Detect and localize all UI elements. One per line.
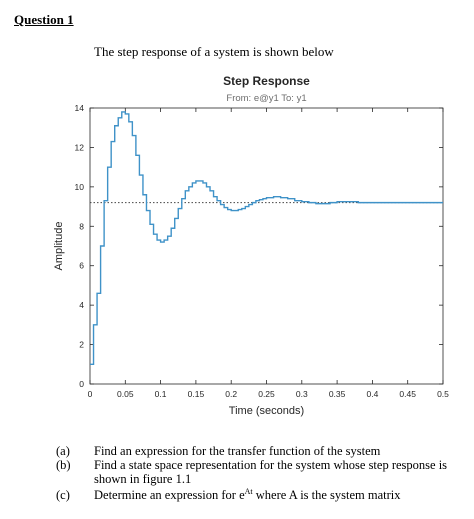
- x-tick-label: 0: [88, 389, 93, 399]
- x-tick-label: 0.25: [258, 389, 275, 399]
- question-a-label: (a): [56, 444, 70, 458]
- x-tick-label: 0.35: [329, 389, 346, 399]
- question-b-label: (b): [56, 458, 71, 472]
- step-response-curve: [90, 111, 443, 365]
- intro-text: The step response of a system is shown b…: [94, 44, 334, 59]
- x-axis-label: Time (seconds): [229, 405, 304, 417]
- x-tick-label: 0.45: [399, 389, 416, 399]
- y-tick-label: 10: [75, 182, 85, 192]
- question-c-text-end: where A is the system matrix: [252, 488, 401, 502]
- question-a-text: Find an expression for the transfer func…: [94, 444, 381, 458]
- y-tick-label: 12: [75, 142, 85, 152]
- chart-subtitle: From: e@y1 To: y1: [226, 93, 306, 104]
- x-tick-label: 0.4: [366, 389, 378, 399]
- y-tick-label: 8: [79, 221, 84, 231]
- question-c-label: (c): [56, 488, 70, 502]
- x-tick-label: 0.15: [188, 389, 205, 399]
- x-tick-label: 0.05: [117, 389, 134, 399]
- x-tick-label: 0.2: [225, 389, 237, 399]
- step-response-chart: Step Response From: e@y1 To: y1 0 0.05 0.1 0.…: [53, 74, 449, 417]
- question-c-text-start: Determine an expression for e: [94, 488, 245, 502]
- y-tick-label: 4: [79, 300, 84, 310]
- x-tick-label: 0.3: [296, 389, 308, 399]
- x-tick-label: 0.1: [155, 389, 167, 399]
- question-heading: Question 1: [14, 12, 74, 27]
- question-c-superscript: At: [244, 487, 253, 496]
- y-tick-label: 2: [79, 340, 84, 350]
- plot-area: [89, 107, 444, 385]
- x-tick-label: 0.5: [437, 389, 449, 399]
- question-b-text: Find a state space representation for th…: [94, 458, 448, 486]
- question-c-text: Determine an expression for eAt where A …: [94, 487, 474, 503]
- y-tick-label: 14: [75, 103, 85, 113]
- step-response-figure: Step Response From: e@y1 To: y1 0 0.05 0.1 0.…: [38, 68, 464, 426]
- y-axis-label: Amplitude: [53, 222, 65, 271]
- y-tick-label: 6: [79, 261, 84, 271]
- chart-title: Step Response: [223, 74, 310, 88]
- y-tick-label: 0: [79, 379, 84, 389]
